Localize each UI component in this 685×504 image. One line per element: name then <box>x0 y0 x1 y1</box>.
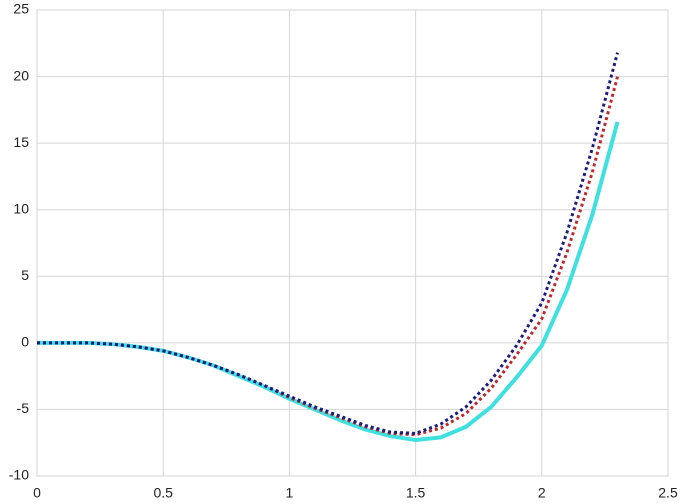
x-tick-label: 0 <box>33 485 41 501</box>
y-tick-label: 0 <box>21 334 29 350</box>
y-tick-label: -5 <box>17 400 30 416</box>
y-tick-label: 20 <box>13 67 29 83</box>
x-tick-label: 1 <box>286 485 294 501</box>
x-tick-label: 2 <box>538 485 546 501</box>
y-tick-label: 5 <box>21 267 29 283</box>
y-tick-label: 10 <box>13 200 29 216</box>
x-tick-label: 0.5 <box>153 485 173 501</box>
y-tick-label: 25 <box>13 1 29 17</box>
plot-area <box>36 9 669 477</box>
x-tick-label: 1.5 <box>406 485 426 501</box>
x-tick-label: 2.5 <box>658 485 678 501</box>
data-line <box>37 52 619 435</box>
y-tick-label: -10 <box>9 467 29 483</box>
y-tick-label: 15 <box>13 134 29 150</box>
